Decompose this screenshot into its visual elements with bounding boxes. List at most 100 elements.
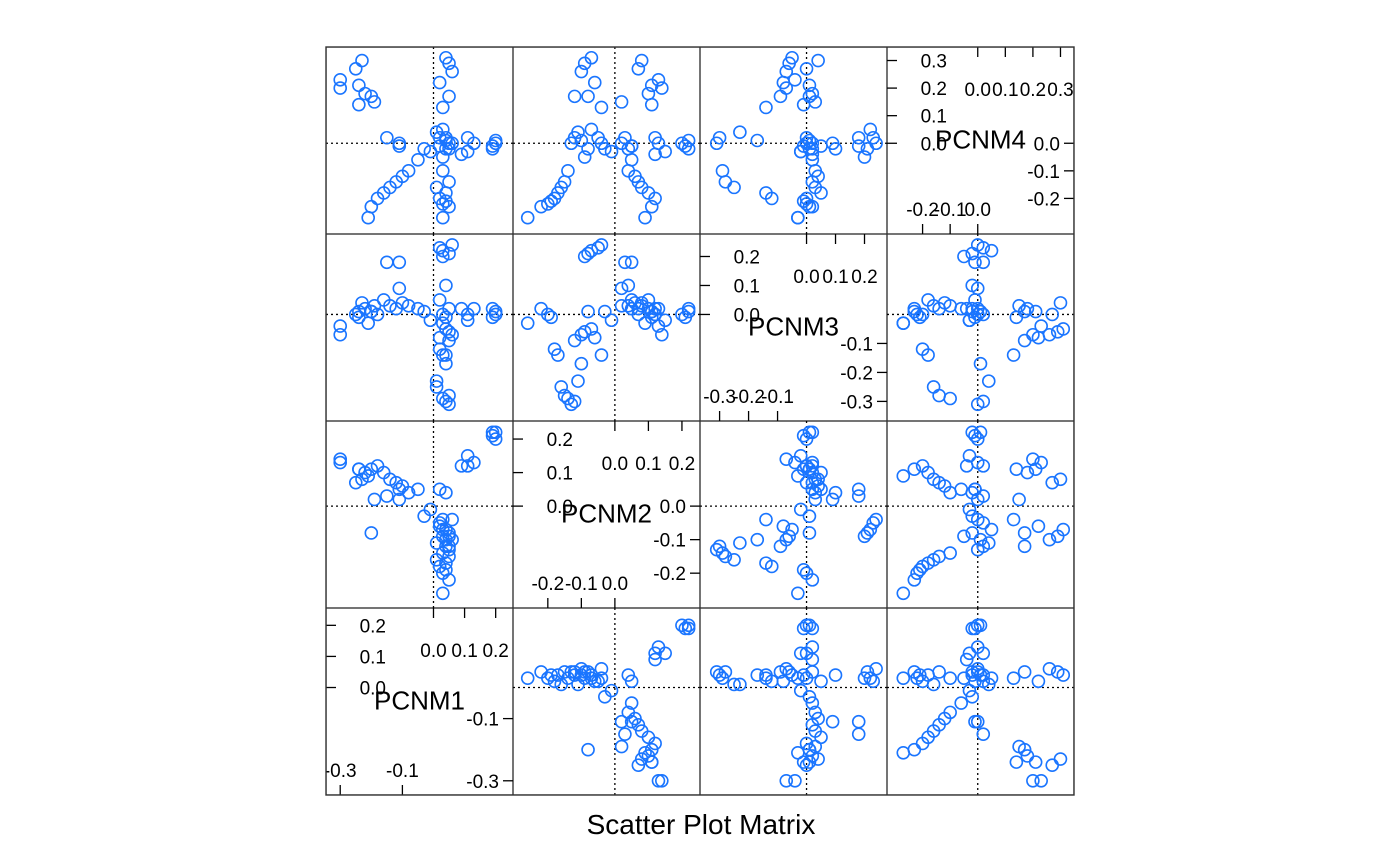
scatter-point: [574, 356, 589, 371]
scatter-point: [1045, 307, 1060, 322]
scatter-point: [825, 492, 840, 507]
scatter-point: [921, 293, 935, 307]
tick-label: 0.0: [602, 454, 628, 475]
scatter-point: [574, 133, 589, 148]
scatter-point: [791, 210, 805, 225]
scatter-point: [574, 662, 589, 676]
scatter-point: [655, 773, 669, 788]
scatter-point: [802, 78, 817, 93]
scatter-point: [333, 455, 348, 470]
scatter-point: [712, 539, 727, 554]
scatter-point: [544, 310, 558, 325]
scatter-point: [655, 327, 669, 342]
scatter-point: [1045, 758, 1060, 773]
scatter-point: [851, 489, 866, 503]
scatter-point: [348, 61, 363, 76]
scatter-point: [392, 482, 407, 497]
scatter-point: [857, 529, 872, 544]
tick-label: 0.0: [547, 497, 573, 518]
scatter-point: [417, 141, 431, 156]
scatter-point: [436, 197, 450, 211]
panel-frame: [512, 607, 701, 795]
scatter-point: [460, 313, 475, 328]
scatter-point: [401, 298, 416, 313]
scatter-point: [788, 455, 802, 470]
scatter-point: [863, 671, 878, 685]
scatter-point: [370, 307, 385, 322]
scatter-point: [750, 133, 765, 148]
scatter-point: [429, 380, 444, 394]
scatter-point: [520, 671, 535, 685]
scatter-point: [1050, 325, 1065, 339]
scatter-point: [561, 164, 575, 178]
scatter-point: [581, 304, 595, 319]
scatter-point: [681, 301, 696, 316]
scatter-point: [648, 301, 662, 316]
scatter-point: [618, 727, 632, 741]
tick-label: 0.2: [669, 454, 695, 475]
scatter-point: [1006, 348, 1021, 362]
scatter-point: [648, 191, 662, 206]
scatter-point: [805, 465, 820, 480]
scatter-point: [776, 674, 791, 689]
scatter-point: [727, 180, 741, 195]
panel-frame: [512, 233, 701, 422]
scatter-point: [851, 130, 866, 145]
scatter-point: [805, 718, 820, 732]
scatter-point: [793, 683, 808, 698]
scatter-point: [962, 313, 977, 328]
scatter-point: [520, 210, 535, 225]
scatter-point: [392, 281, 407, 296]
scatter-point: [1042, 532, 1057, 547]
scatter-point: [651, 319, 666, 333]
scatter-point: [1020, 301, 1035, 316]
scatter-point: [644, 199, 659, 214]
scatter-point: [733, 677, 747, 692]
scatter-point: [544, 668, 558, 682]
scatter-point: [965, 425, 980, 440]
scatter-point: [957, 249, 971, 264]
scatter-point: [587, 330, 602, 345]
scatter-point: [445, 532, 459, 547]
scatter-point: [1053, 752, 1068, 766]
scatter-point: [534, 199, 548, 214]
scatter-point: [851, 714, 866, 729]
scatter-point: [333, 319, 348, 333]
panel-frame: [326, 420, 514, 609]
scatter-point: [869, 512, 883, 527]
scatter-point: [965, 668, 980, 682]
scatter-point: [436, 348, 450, 362]
scatter-point: [793, 646, 808, 661]
scatter-point: [436, 512, 450, 527]
scatter-point: [968, 714, 982, 729]
scatter-point: [577, 56, 592, 71]
tick-label: -0.1: [1027, 162, 1060, 183]
scatter-point: [436, 164, 450, 178]
scatter-point: [594, 238, 609, 252]
scatter-point: [460, 130, 475, 145]
tick-label: 0.1: [360, 647, 386, 668]
scatter-point: [333, 327, 348, 342]
scatter-point: [624, 293, 639, 307]
tick-label: -0.3: [703, 387, 736, 408]
scatter-point: [965, 526, 980, 540]
scatter-point: [681, 141, 696, 156]
scatter-point: [973, 356, 988, 371]
scatter-point: [577, 665, 592, 679]
scatter-point: [1031, 674, 1046, 689]
tick-label: 0.2: [360, 616, 386, 637]
scatter-point: [968, 482, 982, 497]
scatter-point: [614, 714, 629, 729]
scatter-point: [581, 141, 595, 156]
scatter-point: [638, 210, 652, 225]
tick-label: 0.3: [1047, 80, 1073, 101]
tick-label: 0.1: [635, 454, 661, 475]
scatter-point: [1028, 462, 1043, 477]
scatter-point: [594, 348, 609, 362]
scatter-point: [541, 197, 555, 211]
scatter-point: [776, 519, 791, 534]
scatter-point: [675, 618, 689, 633]
panel-frame: [326, 233, 514, 422]
scatter-point: [333, 81, 348, 95]
scatter-point: [429, 552, 444, 567]
